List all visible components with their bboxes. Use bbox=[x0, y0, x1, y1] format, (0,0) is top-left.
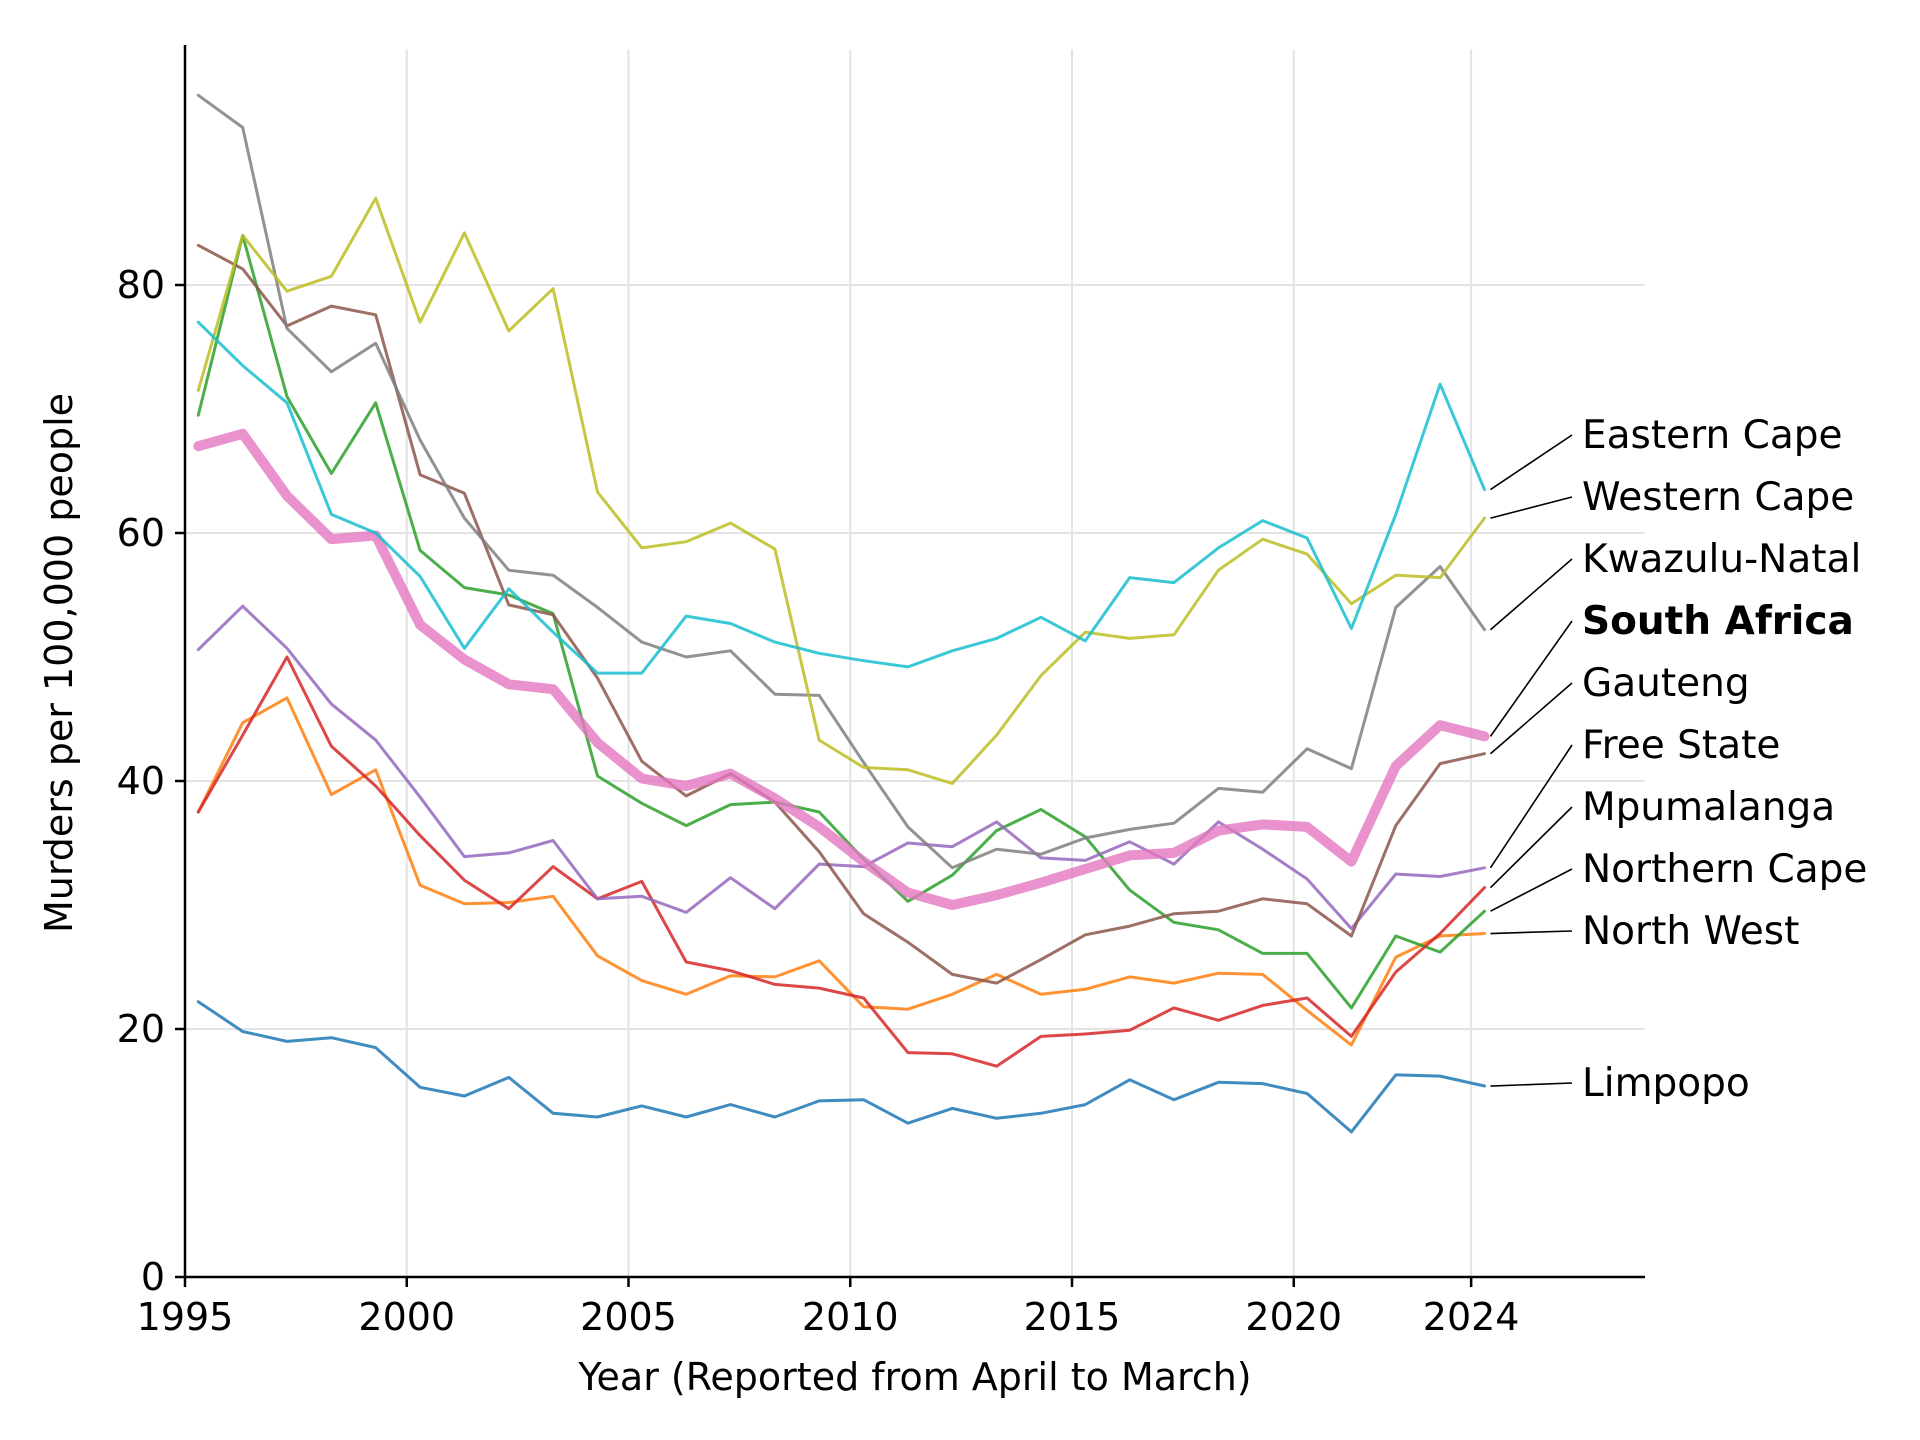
x-tick-label: 2010 bbox=[802, 1295, 899, 1339]
y-tick-label: 40 bbox=[117, 759, 165, 803]
y-tick-label: 80 bbox=[117, 263, 165, 307]
series-label: Mpumalanga bbox=[1582, 785, 1835, 830]
series-line bbox=[196, 93, 1486, 870]
series-line bbox=[193, 428, 1490, 910]
series-label: Northern Cape bbox=[1582, 847, 1867, 892]
y-tick-label: 60 bbox=[117, 511, 165, 555]
y-axis-title: Murders per 100,000 people bbox=[37, 393, 81, 933]
series-label: Gauteng bbox=[1582, 661, 1750, 706]
label-leader-line bbox=[1489, 744, 1573, 869]
series-labels: Eastern Cape Western Cape Kwazulu-Natal Sou… bbox=[1489, 413, 1867, 1106]
label-leader-line bbox=[1489, 558, 1573, 631]
series-line bbox=[196, 243, 1486, 985]
x-tick-label: 2024 bbox=[1423, 1295, 1520, 1339]
series-line bbox=[196, 604, 1486, 931]
x-axis-title: Year (Reported from April to March) bbox=[577, 1355, 1251, 1399]
series-lines bbox=[193, 93, 1490, 1134]
series-label: Limpopo bbox=[1582, 1061, 1750, 1106]
series-line bbox=[196, 696, 1486, 1047]
label-leader-line bbox=[1490, 1082, 1573, 1087]
label-leader-line bbox=[1489, 806, 1573, 889]
series-line bbox=[196, 655, 1486, 1068]
series-label: Eastern Cape bbox=[1582, 413, 1843, 458]
axes bbox=[175, 45, 1645, 1287]
series-line bbox=[196, 196, 1486, 785]
label-leader-line bbox=[1489, 682, 1573, 755]
label-leader-line bbox=[1490, 868, 1573, 912]
series-label: North West bbox=[1582, 909, 1799, 954]
series-line bbox=[196, 1000, 1486, 1134]
series-label: South Africa bbox=[1582, 599, 1854, 644]
y-tick-label: 0 bbox=[141, 1255, 165, 1299]
series-line bbox=[196, 233, 1486, 1010]
series-label: Kwazulu-Natal bbox=[1582, 537, 1861, 582]
label-leader-line bbox=[1490, 496, 1573, 519]
tick-labels: 1995 2000 2005 2010 2015 2020 2024 0 20 40 60 80 bbox=[117, 263, 1520, 1339]
y-tick-label: 20 bbox=[117, 1007, 165, 1051]
x-tick-label: 2000 bbox=[358, 1295, 455, 1339]
x-tick-label: 1995 bbox=[137, 1295, 234, 1339]
series-line bbox=[196, 320, 1486, 675]
x-tick-label: 2005 bbox=[580, 1295, 677, 1339]
label-leader-line bbox=[1490, 930, 1573, 935]
grid-lines bbox=[184, 49, 1645, 1277]
series-label: Western Cape bbox=[1582, 475, 1854, 520]
label-leader-line bbox=[1490, 434, 1573, 491]
x-tick-label: 2020 bbox=[1245, 1295, 1342, 1339]
series-label: Free State bbox=[1582, 723, 1780, 768]
label-leader-line bbox=[1489, 620, 1573, 737]
x-tick-label: 2015 bbox=[1024, 1295, 1121, 1339]
